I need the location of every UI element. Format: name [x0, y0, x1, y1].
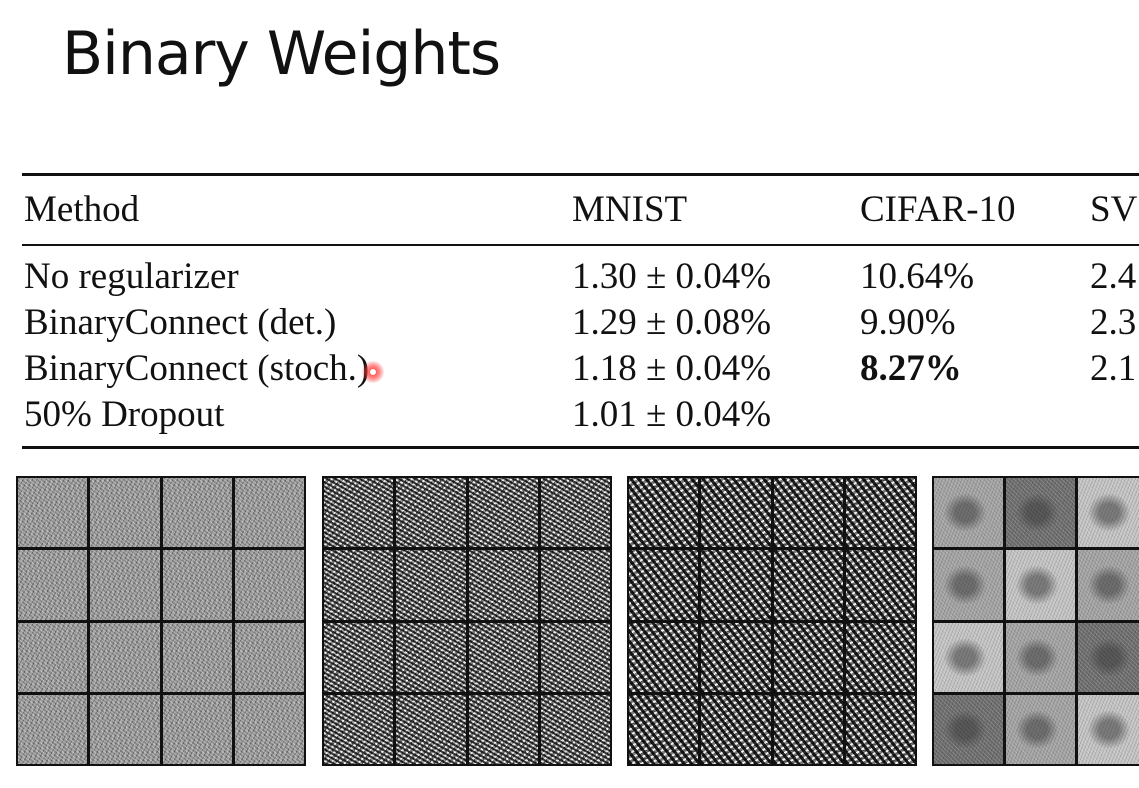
filter-tile	[324, 694, 394, 764]
weights-figure-dropout	[932, 476, 1139, 766]
filter-tile	[18, 550, 88, 620]
filter-tile	[90, 550, 160, 620]
table-row: No regularizer 1.30 ± 0.04% 10.64% 2.4	[22, 254, 1139, 300]
table-row: BinaryConnect (det.) 1.29 ± 0.08% 9.90% …	[22, 300, 1139, 346]
filter-tile	[90, 478, 160, 548]
header-method: Method	[24, 189, 140, 230]
cell-cifar10: 9.90%	[860, 302, 956, 343]
filter-tile	[324, 478, 394, 548]
cell-mnist: 1.30 ± 0.04%	[572, 256, 772, 297]
filter-tile	[468, 478, 538, 548]
filter-tile	[1078, 550, 1139, 620]
filter-tile	[934, 550, 1003, 620]
filter-tile	[1078, 478, 1139, 548]
filter-tile	[629, 694, 699, 764]
filter-tile	[540, 694, 610, 764]
filter-tile	[773, 622, 843, 692]
table-mid-rule	[22, 244, 1139, 246]
results-table-clip: Method MNIST CIFAR-10 SV No regularizer …	[22, 173, 1139, 463]
filter-tile	[845, 478, 915, 548]
filter-tile	[396, 478, 466, 548]
weights-figure-binaryconnect-det	[322, 476, 612, 766]
filter-tile	[773, 550, 843, 620]
filter-tile	[162, 694, 232, 764]
filter-tile	[396, 694, 466, 764]
filter-tile	[162, 622, 232, 692]
table-top-rule	[22, 173, 1139, 176]
filter-tile	[324, 622, 394, 692]
cell-method: BinaryConnect (det.)	[24, 302, 337, 343]
table-bottom-rule	[22, 446, 1139, 449]
filter-tile	[18, 478, 88, 548]
filter-tile	[468, 550, 538, 620]
filter-tile	[540, 478, 610, 548]
cell-svhn: 2.3	[1090, 302, 1137, 343]
filter-tile	[162, 478, 232, 548]
slide-title: Binary Weights	[62, 19, 501, 89]
filter-tile	[1078, 694, 1139, 764]
filter-tile	[629, 478, 699, 548]
cell-method: No regularizer	[24, 256, 239, 297]
filter-tile	[934, 478, 1003, 548]
filter-tile	[540, 550, 610, 620]
cell-cifar10-best: 8.27%	[860, 348, 962, 389]
table-row: BinaryConnect (stoch.) 1.18 ± 0.04% 8.27…	[22, 346, 1139, 392]
filter-tile	[1006, 622, 1075, 692]
filter-tile	[773, 478, 843, 548]
filter-tile	[18, 622, 88, 692]
filter-tile	[234, 550, 304, 620]
filter-tile	[468, 622, 538, 692]
cell-cifar10: 10.64%	[860, 256, 975, 297]
weights-figure-binaryconnect-stoch	[627, 476, 917, 766]
filter-tile	[18, 694, 88, 764]
filter-tile	[540, 622, 610, 692]
cell-mnist: 1.29 ± 0.08%	[572, 302, 772, 343]
header-svhn: SV	[1090, 189, 1138, 230]
filter-tile	[934, 622, 1003, 692]
filter-tile	[845, 622, 915, 692]
filter-tile	[234, 622, 304, 692]
filter-tile	[396, 550, 466, 620]
filter-tile	[162, 550, 232, 620]
table-header-row: Method MNIST CIFAR-10 SV	[22, 176, 1139, 244]
filter-tile	[324, 550, 394, 620]
pointer-cursor-icon	[362, 361, 384, 383]
filter-tile	[701, 622, 771, 692]
filter-tile	[1006, 694, 1075, 764]
filter-tile	[468, 694, 538, 764]
cell-svhn: 2.1	[1090, 348, 1137, 389]
filter-tile	[90, 694, 160, 764]
table-body: No regularizer 1.30 ± 0.04% 10.64% 2.4 B…	[22, 246, 1139, 446]
cell-mnist: 1.01 ± 0.04%	[572, 394, 772, 435]
cell-method: BinaryConnect (stoch.)	[24, 348, 370, 389]
cell-mnist: 1.18 ± 0.04%	[572, 348, 772, 389]
filter-tile	[701, 478, 771, 548]
filter-tile	[701, 550, 771, 620]
weights-figure-no-regularizer	[16, 476, 306, 766]
filter-tile	[845, 550, 915, 620]
filter-tile	[1078, 622, 1139, 692]
table-row: 50% Dropout 1.01 ± 0.04%	[22, 392, 1139, 438]
header-cifar10: CIFAR-10	[860, 189, 1016, 230]
filter-tile	[1006, 478, 1075, 548]
filter-tile	[1006, 550, 1075, 620]
filter-tile	[701, 694, 771, 764]
filter-tile	[629, 550, 699, 620]
filter-tile	[629, 622, 699, 692]
filter-tile	[90, 622, 160, 692]
cell-svhn: 2.4	[1090, 256, 1137, 297]
filter-tile	[396, 622, 466, 692]
filter-tile	[934, 694, 1003, 764]
filter-tile	[845, 694, 915, 764]
filter-tile	[234, 478, 304, 548]
header-mnist: MNIST	[572, 189, 688, 230]
filter-tile	[234, 694, 304, 764]
cell-method: 50% Dropout	[24, 394, 225, 435]
filter-tile	[773, 694, 843, 764]
